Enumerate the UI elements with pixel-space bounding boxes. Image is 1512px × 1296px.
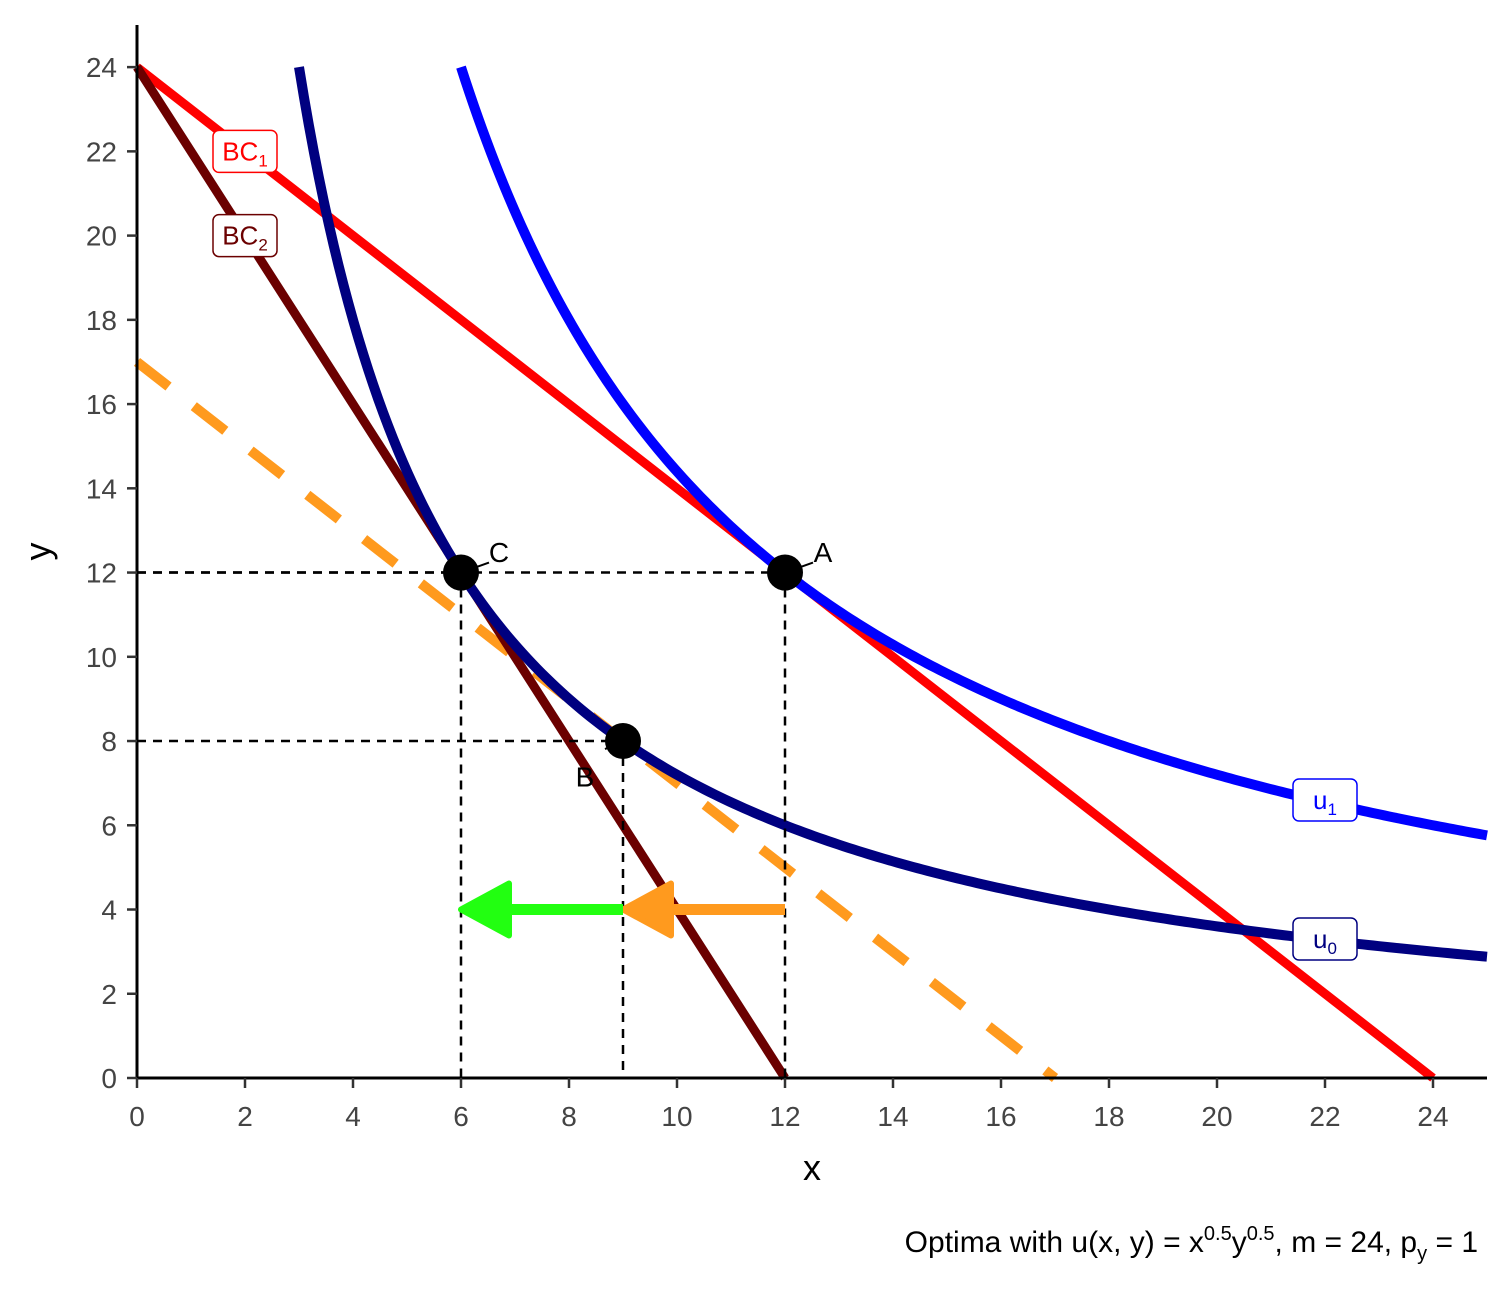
point-label-A: A [814,537,833,568]
point-B [605,723,641,760]
point-A [767,554,803,591]
y-tick-label-4: 4 [101,895,117,926]
x-tick-label-16: 16 [985,1101,1016,1132]
shift-arrow-head-2 [458,880,512,939]
indifference-curve-label-2-text: u0 [1313,924,1337,958]
chart-caption: Optima with u(x, y) = x0.5y0.5, m = 24, … [905,1223,1478,1265]
budget-line-label-2: BC2 [212,213,278,258]
caption-exp2: 0.5 [1247,1223,1275,1245]
indifference-curve-label-2: u0 [1292,917,1358,961]
y-tick-label-6: 6 [101,810,117,841]
caption-func: (x, y) = x [1088,1226,1204,1259]
caption-suffix: = 1 [1427,1226,1478,1259]
indifference-curve-label-1-sub: 1 [1328,800,1337,819]
y-tick-label-16: 16 [86,389,117,420]
budget-line-label-2-box [212,213,278,258]
indifference-curve-label-2-box [1292,917,1358,961]
indifference-curve-label-1: u1 [1292,778,1358,822]
caption-exp1: 0.5 [1204,1223,1232,1245]
budget-line-label-2-base: BC [222,221,258,251]
budget-line-label-1: BC1 [212,129,278,174]
caption-ybase: y [1232,1226,1247,1259]
budget-line-label-1-box [212,129,278,174]
y-tick-label-18: 18 [86,305,117,336]
shift-arrow-head-1 [620,880,674,939]
x-tick-label-10: 10 [661,1101,692,1132]
budget-line-label-1-sub: 1 [258,151,267,170]
point-label-B: B [576,761,595,792]
x-tick-label-4: 4 [345,1101,361,1132]
x-tick-label-24: 24 [1417,1101,1448,1132]
y-axis-title: y [17,543,58,561]
x-axis-title: x [803,1147,821,1188]
indifference-curve-2 [294,66,1488,962]
y-tick-label-8: 8 [101,726,117,757]
budget-line-label-1-text: BC1 [222,136,268,170]
caption-mid: , m = 24, p [1275,1226,1418,1259]
x-tick-label-2: 2 [237,1101,253,1132]
caption-prefix: Optima with u [905,1226,1088,1259]
axes: 0 2 4 6 8 10 12 14 16 18 20 22 240246810121416182022… [86,25,1487,1132]
indifference-curve-label-2-sub: 0 [1328,939,1337,958]
x-tick-label-14: 14 [877,1101,908,1132]
y-tick-label-2: 2 [101,979,117,1010]
x-tick-label-18: 18 [1093,1101,1124,1132]
x-tick-label-8: 8 [561,1101,577,1132]
point-C [443,554,479,591]
indifference-curve-label-1-text: u1 [1313,785,1337,819]
point-label-C: C [489,537,509,568]
budget-line-label-2-sub: 2 [258,236,267,255]
y-tick-label-0: 0 [101,1063,117,1094]
indifference-curve-label-1-box [1292,778,1358,822]
indifference-curve-label-1-base: u [1313,785,1327,815]
y-tick-label-24: 24 [86,52,117,83]
y-tick-label-14: 14 [86,473,117,504]
y-tick-label-12: 12 [86,558,117,589]
caption-sub: y [1417,1243,1427,1265]
x-tick-label-20: 20 [1201,1101,1232,1132]
y-tick-label-10: 10 [86,642,117,673]
x-tick-label-0: 0 [129,1101,145,1132]
x-tick-label-6: 6 [453,1101,469,1132]
x-tick-label-12: 12 [769,1101,800,1132]
y-tick-label-20: 20 [86,221,117,252]
budget-line-label-2-text: BC2 [222,221,268,255]
x-tick-label-22: 22 [1309,1101,1340,1132]
indifference-curve-label-2-base: u [1313,924,1327,954]
budget-line-label-1-base: BC [222,136,258,166]
y-tick-label-22: 22 [86,136,117,167]
